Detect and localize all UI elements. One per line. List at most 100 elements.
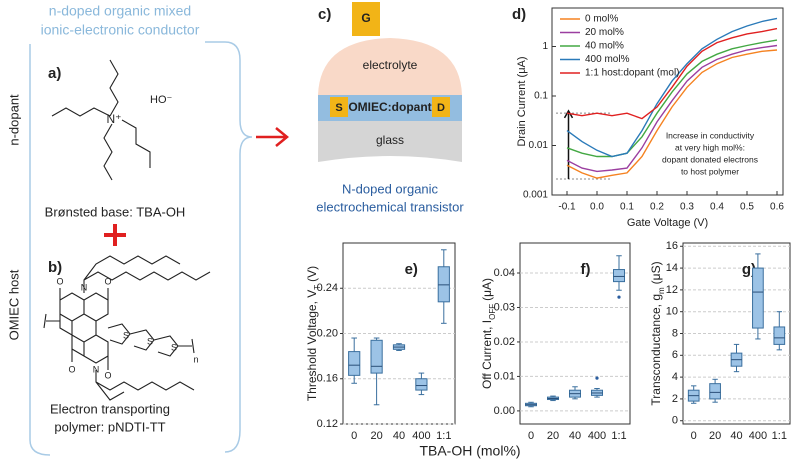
arrow	[563, 109, 574, 179]
guide	[556, 112, 612, 180]
gate-label: G	[361, 11, 370, 25]
x-tick-label: 0.2	[650, 202, 664, 213]
y-tick-label: 14	[666, 262, 678, 274]
outlier	[617, 295, 621, 299]
y-axis-title: Off Current, IOFF (μA)	[480, 278, 496, 389]
y-tick-label: 8	[672, 327, 678, 339]
x-tick-label: 0.1	[620, 202, 634, 213]
box	[415, 378, 428, 391]
y-tick-label: 0.02	[494, 336, 515, 348]
y-tick-label: 10	[666, 306, 678, 318]
caption: Brønsted base: TBA-OH	[45, 204, 186, 219]
panel-label: a)	[48, 65, 61, 82]
x-tick-label: 0.5	[740, 202, 754, 213]
x-tick-label: 0	[691, 430, 697, 442]
x-tick-label: 1:1	[611, 430, 626, 442]
panel-label: d)	[512, 6, 526, 23]
y-axis-title-part: T	[313, 285, 322, 290]
atom: N	[81, 282, 88, 292]
box	[752, 267, 764, 329]
bracket	[29, 41, 253, 456]
plot-frame	[519, 242, 631, 425]
y-axis-title-part: OFF	[488, 304, 497, 320]
x-tick-label: 40	[393, 430, 405, 442]
x-tick-label: 20	[370, 430, 382, 442]
box	[348, 351, 361, 376]
annotation: dopant donated electrons	[662, 154, 758, 164]
y-tick-label: 1	[542, 41, 548, 52]
y-axis-title-part: Off Current, I	[480, 320, 494, 389]
y-axis-title-part: (V)	[305, 266, 319, 282]
y-tick-label: 4	[672, 371, 678, 383]
x-tick-label: 0	[528, 430, 534, 442]
y-tick-label: 0.00	[494, 405, 515, 417]
x-tick-label: 20	[709, 430, 721, 442]
y-axis-title: Drain Current (μA)	[516, 56, 528, 146]
y-axis-title-part: m	[657, 287, 666, 294]
caption: N-doped organic	[342, 181, 439, 196]
x-tick-label: 0.3	[680, 202, 694, 213]
y-tick-label: 0.04	[494, 267, 515, 279]
y-axis-title-part: (μA)	[480, 278, 494, 301]
atom: O	[68, 364, 75, 374]
annotation: Increase in conductivity	[666, 130, 755, 140]
box	[773, 326, 786, 345]
panel-label: f)	[581, 261, 591, 278]
side-label: n-dopant	[6, 94, 21, 146]
box	[437, 266, 450, 303]
y-tick-label: 16	[666, 240, 678, 252]
y-tick-label: 6	[672, 349, 678, 361]
source-label: S	[335, 102, 342, 114]
side-label: OMIEC host	[6, 269, 21, 340]
x-tick-label: 0	[351, 430, 357, 442]
atom: O	[104, 276, 111, 286]
panel-label: c)	[318, 6, 331, 23]
drain-label: D	[437, 102, 445, 114]
atom: N	[93, 364, 100, 374]
y-tick-label: 0.12	[317, 418, 338, 430]
legend-label: 1:1 host:dopant (mol)	[585, 68, 680, 79]
legend-label: 20 mol%	[585, 27, 624, 38]
electrolyte-label: electrolyte	[363, 58, 418, 72]
y-tick-label: 0.01	[529, 140, 549, 151]
y-tick-label: 0.1	[534, 91, 548, 102]
y-axis-title-part: Transconductance, g	[649, 294, 663, 406]
x-tick-label: 20	[547, 430, 559, 442]
x-tick-label: 0.0	[590, 202, 604, 213]
atom: n	[193, 354, 198, 364]
structure	[51, 59, 151, 181]
structure	[43, 255, 211, 401]
atom: O	[56, 276, 63, 286]
x-tick-label: 1:1	[772, 430, 787, 442]
heading: n-doped organic mixed	[49, 3, 191, 19]
panel-label: b)	[48, 259, 62, 276]
y-axis-title-part: (μS)	[649, 261, 663, 284]
legend-label: 0 mol%	[585, 14, 618, 25]
electrolyte-shape	[318, 38, 462, 95]
caption: electrochemical transistor	[316, 199, 464, 214]
y-tick-label: 0	[672, 415, 678, 427]
box	[613, 269, 625, 283]
series-line	[566, 17, 778, 158]
plus	[104, 224, 126, 246]
series-line	[566, 44, 778, 173]
plot-frame	[551, 7, 784, 196]
atom: S	[171, 342, 177, 352]
x-axis-title: Gate Voltage (V)	[627, 217, 708, 229]
y-axis-title-part: Threshold Voltage, V	[305, 290, 319, 401]
series-line	[566, 39, 778, 158]
x-tick-label: 0.6	[770, 202, 784, 213]
y-tick-label: 0.16	[317, 373, 338, 385]
x-tick-label: 400	[412, 430, 430, 442]
glass-shape	[318, 121, 462, 162]
atom: S	[147, 336, 153, 346]
y-tick-label: 2	[672, 393, 678, 405]
atom: O	[104, 370, 111, 380]
channel-label: OMIEC:dopant	[348, 100, 431, 114]
box	[709, 383, 721, 400]
annotation: to host polymer	[681, 166, 739, 176]
glass-label: glass	[376, 133, 404, 147]
x-tick-label: 1:1	[436, 430, 451, 442]
annotation: at very high mol%:	[675, 142, 745, 152]
